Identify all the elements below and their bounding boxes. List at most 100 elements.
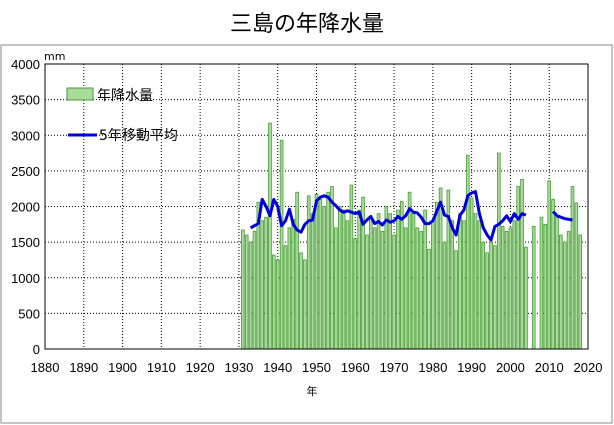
bar-1977 <box>419 231 424 350</box>
bar-2017 <box>574 202 579 350</box>
bar-1963 <box>365 234 369 350</box>
bar-2006 <box>531 226 536 350</box>
bar-1986 <box>454 250 458 350</box>
bar-1931 <box>241 229 245 350</box>
moving-average-line-1 <box>249 190 527 242</box>
x-tick-label: 1970 <box>380 360 409 375</box>
bar-1981 <box>434 201 439 350</box>
bar-1971 <box>396 209 400 350</box>
y-axis-unit-label: mm <box>44 50 65 63</box>
x-tick-label: 1890 <box>69 360 98 375</box>
bar-1932 <box>244 234 249 350</box>
x-tick-label: 2020 <box>574 360 603 375</box>
x-tick-label: 1880 <box>31 360 60 375</box>
bar-1998 <box>500 226 505 350</box>
x-axis-label: 年 <box>307 384 318 398</box>
bar-2011 <box>551 198 555 350</box>
chart-area-border <box>0 44 613 424</box>
bar-1976 <box>415 227 420 350</box>
bar-1970 <box>392 234 396 350</box>
bar-1952 <box>322 206 327 350</box>
bar-1964 <box>369 216 373 350</box>
bar-2010 <box>547 180 552 350</box>
y-tick-label: 500 <box>18 306 40 321</box>
bar-2009 <box>543 223 548 350</box>
bar-1988 <box>462 220 466 350</box>
bar-1996 <box>493 245 497 350</box>
bar-1958 <box>345 220 350 350</box>
bar-1946 <box>299 252 303 350</box>
x-tick-label: 1900 <box>108 360 137 375</box>
y-tick-label: 4000 <box>11 57 40 72</box>
y-tick-label: 2500 <box>11 164 40 179</box>
bar-1934 <box>252 231 257 350</box>
x-tick-label: 1920 <box>186 360 215 375</box>
bar-1992 <box>477 220 482 350</box>
bar-1950 <box>314 193 319 350</box>
bar-2013 <box>559 234 563 350</box>
y-tick-label: 3000 <box>11 128 40 143</box>
plot-area-border <box>44 63 589 350</box>
bar-1954 <box>330 186 334 350</box>
legend-label-bar: 年降水量 <box>97 88 153 104</box>
bar-1939 <box>272 254 276 350</box>
bar-1979 <box>427 248 431 350</box>
x-tick-label: 1940 <box>263 360 292 375</box>
bar-1980 <box>431 220 435 350</box>
bar-1948 <box>306 195 311 350</box>
bar-1972 <box>400 201 404 350</box>
x-tick-label: 1960 <box>341 360 370 375</box>
bar-2008 <box>539 216 544 350</box>
bar-1940 <box>275 259 280 350</box>
bar-1994 <box>485 252 489 350</box>
y-tick-label: 0 <box>33 342 40 357</box>
bar-1997 <box>496 152 501 350</box>
y-tick-label: 2000 <box>11 200 40 215</box>
bar-2015 <box>566 231 571 350</box>
bar-1991 <box>473 213 478 350</box>
bar-1949 <box>310 213 315 350</box>
bar-2018 <box>578 234 583 350</box>
bar-1974 <box>407 191 412 350</box>
bar-1960 <box>353 238 358 350</box>
x-tick-label: 1990 <box>457 360 486 375</box>
bar-1944 <box>291 218 296 350</box>
bar-1969 <box>388 213 392 350</box>
bar-1983 <box>442 241 447 350</box>
bar-1942 <box>283 245 288 350</box>
bar-1999 <box>504 231 509 350</box>
bar-1951 <box>318 198 323 350</box>
bar-2016 <box>570 186 575 350</box>
bar-2001 <box>512 220 517 350</box>
bar-1955 <box>334 227 338 350</box>
bar-1984 <box>446 189 451 350</box>
chart-title: 三島の年降水量 <box>229 12 384 37</box>
bar-1990 <box>469 197 474 350</box>
bar-1957 <box>341 209 346 350</box>
y-tick-label: 3500 <box>11 93 40 108</box>
bar-1956 <box>337 206 342 350</box>
bar-2003 <box>520 179 524 350</box>
legend-bar-swatch <box>66 87 94 101</box>
bar-1993 <box>481 241 486 350</box>
y-tick-label: 1500 <box>11 235 40 250</box>
bar-1938 <box>268 122 272 350</box>
bar-1945 <box>295 191 299 350</box>
bar-1987 <box>458 213 462 350</box>
x-tick-label: 1980 <box>418 360 447 375</box>
bar-2002 <box>516 186 520 350</box>
x-tick-label: 2000 <box>496 360 525 375</box>
bar-1941 <box>279 139 284 350</box>
y-tick-label: 1000 <box>11 271 40 286</box>
bar-1967 <box>380 231 385 350</box>
x-tick-label: 2010 <box>535 360 564 375</box>
bar-2014 <box>562 241 567 350</box>
bar-1933 <box>248 241 253 350</box>
moving-average-line-2 <box>551 210 573 222</box>
bar-2000 <box>508 227 513 350</box>
bar-1968 <box>384 206 389 350</box>
bar-1978 <box>423 209 427 350</box>
bar-1953 <box>326 191 330 350</box>
